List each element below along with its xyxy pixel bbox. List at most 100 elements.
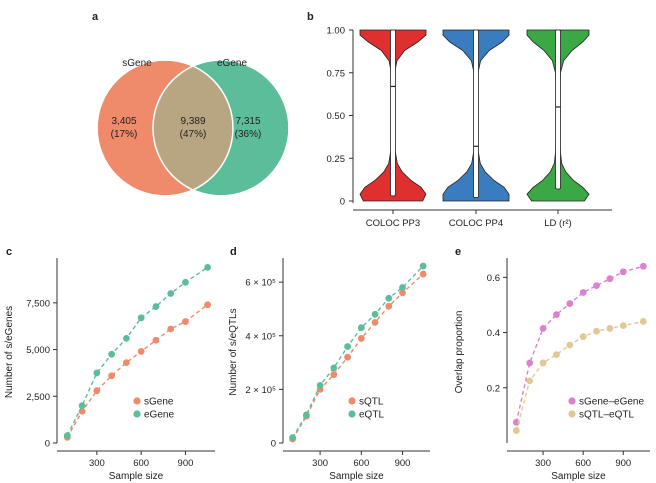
sgene-only-count: 3,405 [111,116,136,127]
data-point [357,324,365,332]
y-tick-label: 5,000 [26,345,50,356]
data-point [566,341,574,349]
y-tick-label: 2,500 [26,392,50,403]
x-tick-label: 600 [133,458,149,469]
data-point [78,402,86,410]
legend-marker [568,397,576,405]
y-tick-label: 2 × 10⁵ [245,385,276,396]
data-point [639,318,647,325]
x-tick-label: 300 [312,458,328,469]
y-tick-label: 4 × 10⁵ [245,331,276,342]
data-point [182,278,189,286]
data-point [371,310,379,318]
data-point [639,262,647,270]
legend-marker [568,410,576,418]
x-tick-label: 900 [178,458,194,469]
data-point [137,314,145,322]
overlap-count: 9,389 [180,116,205,127]
panel-a-letter: a [92,11,99,23]
data-point [539,325,547,332]
venn-overlap-region [153,60,233,196]
violin-x-label: COLOC PP4 [449,218,503,229]
data-point [357,335,365,342]
legend-label: eQTL [359,410,384,421]
data-point [330,371,338,379]
violin-y-tick-label: 0.75 [327,68,346,79]
data-point [152,303,160,310]
data-point [385,302,393,310]
data-point [108,372,116,380]
violin-box [473,29,479,198]
sgene-set-label: sGene [122,58,152,69]
data-point [512,418,520,426]
violin-x-label: COLOC PP3 [366,218,420,229]
data-point [593,327,600,335]
data-point [539,359,547,367]
violin-y-tick-label: 1.00 [327,26,346,37]
data-point [385,294,393,302]
series-line [515,265,644,423]
violin-panel: b 0 0.25 0.50 0.75 1.00 COLOC PP3 COLOC PP4 LD… [307,11,612,229]
panel-c-letter: c [6,246,12,258]
y-tick-label: 0.4 [487,328,500,339]
legend-label: eGene [144,410,174,421]
y-axis-label: Overlap proportion [454,311,465,394]
line-panel-e: e 300 600 900 0.2 0.4 0.6 Sample size Overlap p… [454,246,650,482]
legend-marker [133,410,141,418]
data-point [330,364,338,372]
violin-shapes [359,29,590,202]
data-point [512,427,520,434]
sgene-circle-outline [96,59,234,197]
violin-x-labels: COLOC PP3 COLOC PP4 LD (r²) [366,210,572,229]
data-point [399,289,406,297]
venn-panel: a sGene eGene 3,405 (17%) 9,389 (47%) 7,… [92,11,290,197]
data-point [606,275,614,283]
egene-set-label: eGene [217,58,247,69]
series-line [292,265,424,438]
data-point [619,322,627,330]
y-tick-label: 0.2 [487,383,500,394]
data-point [606,325,614,332]
data-point [123,334,130,342]
data-point [123,359,130,367]
data-point [302,411,310,419]
legend-marker [348,410,356,418]
overlap-pct: (47%) [180,129,207,140]
data-point [593,282,600,290]
data-point [526,359,534,367]
egene-only-pct: (36%) [235,129,262,140]
data-point [419,270,427,278]
x-tick-label: 900 [395,458,411,469]
line-panel-d: d 300 600 900 0 2 × 10⁵ 4 × 10⁵ 6 × 10⁵ Sample … [228,246,430,482]
data-point [526,377,534,385]
violin-box [555,29,561,190]
data-point [566,300,574,307]
legend-label: sQTL–eQTL [579,410,634,421]
x-axis-label: Sample size [551,471,606,482]
y-tick-label: 0 [271,439,276,450]
panel-d-letter: d [230,246,237,258]
data-point [204,301,212,309]
violin-x-label: LD (r²) [544,218,571,229]
data-point [419,262,427,270]
legend-label: sGene–eGene [579,397,644,408]
data-point [553,351,560,359]
data-point [93,387,101,395]
series-line [292,273,424,440]
line-panel-c: c 300 600 900 0 2,500 5,000 7,500 Sample size Nu… [4,246,215,482]
data-point [63,432,71,439]
data-point [152,336,160,344]
violin-y-tick-label: 0.25 [327,154,346,165]
y-tick-label: 0 [45,439,50,450]
series-line [66,266,208,436]
data-point [344,353,351,361]
x-tick-label: 600 [575,458,591,469]
x-tick-label: 900 [615,458,631,469]
data-point [619,268,627,276]
data-point [579,333,587,341]
data-point [316,381,324,389]
panel-e-letter: e [455,246,461,258]
data-point [167,290,175,297]
data-point [93,369,101,377]
